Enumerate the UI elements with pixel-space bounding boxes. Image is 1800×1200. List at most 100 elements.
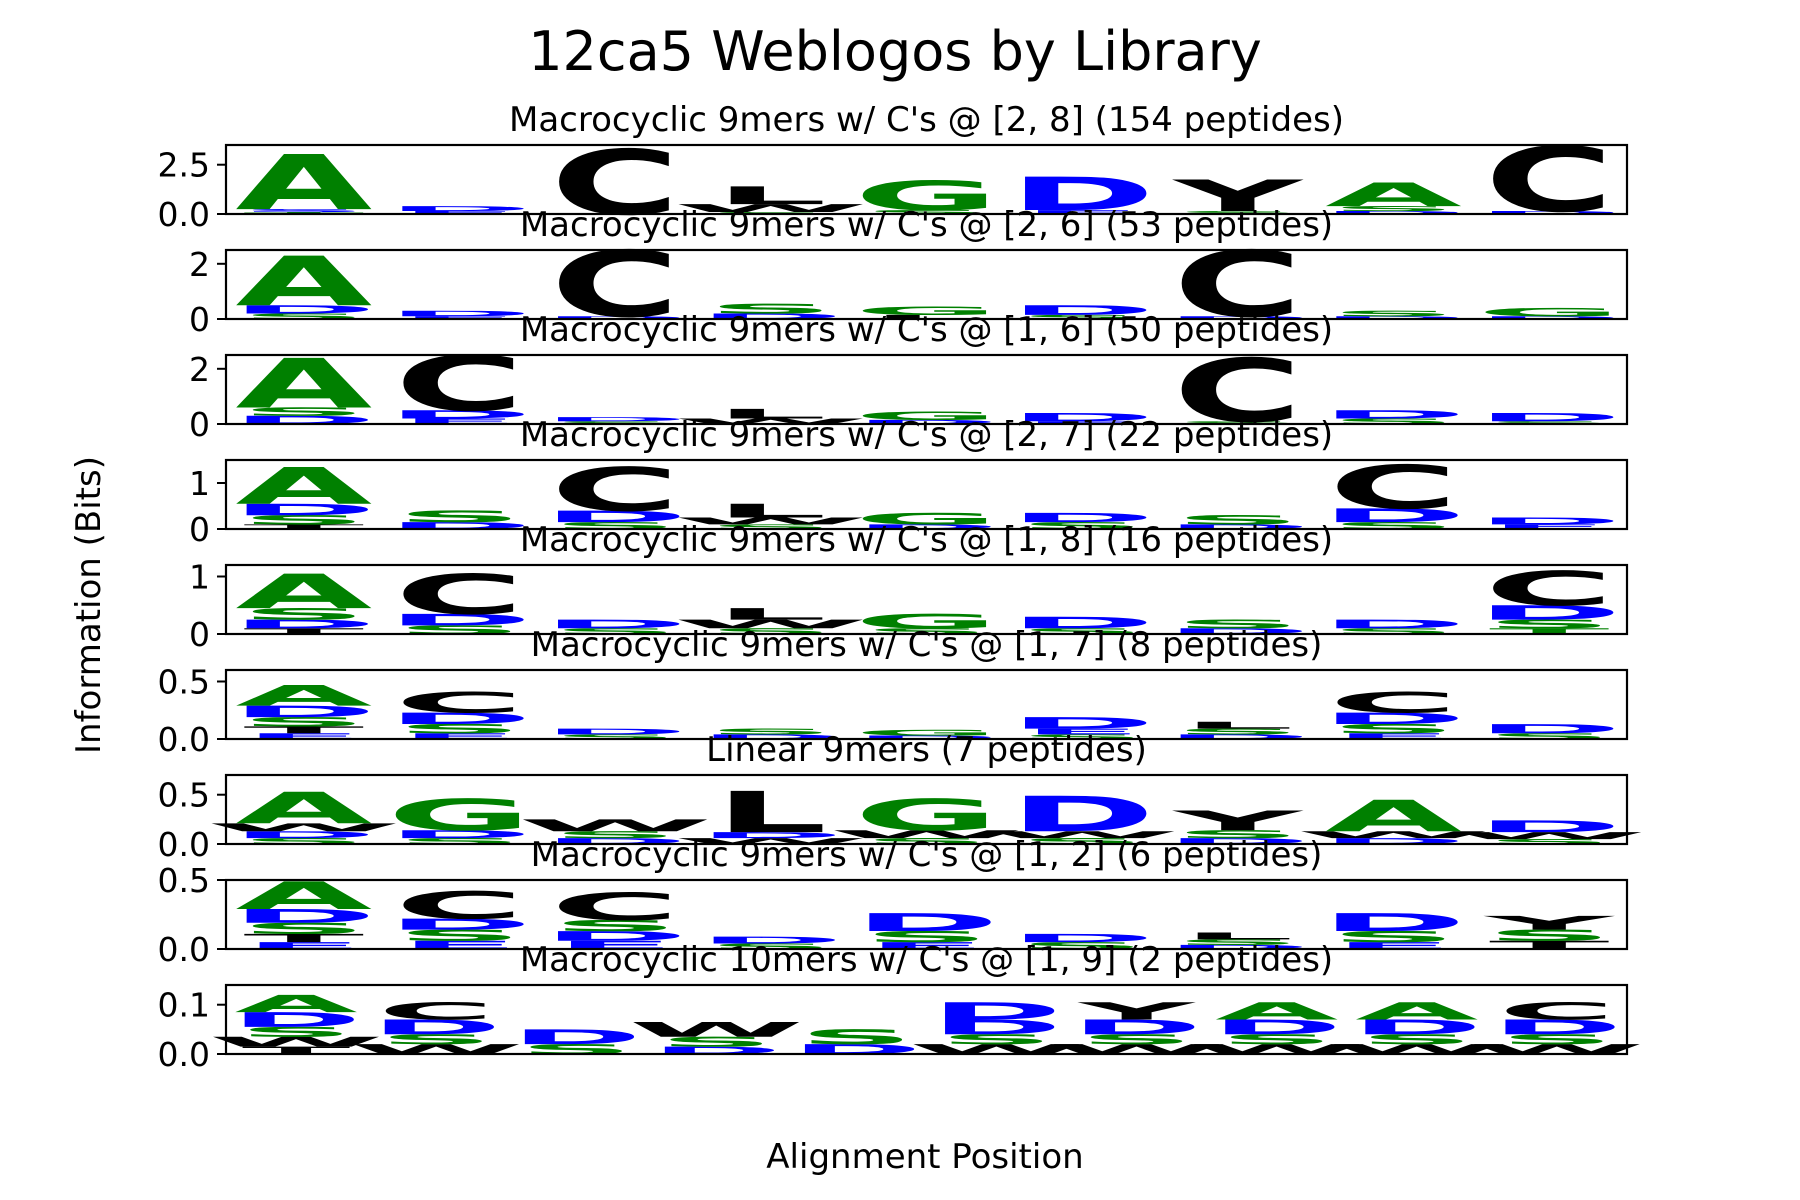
logo-letter-G: G (854, 790, 999, 840)
logo-letter-D: D (1476, 817, 1623, 836)
logo-letter-L: L (714, 605, 827, 623)
y-tick-label: 0 (189, 300, 210, 339)
logo-letter-D: D (1164, 944, 1311, 951)
logo-letter-D: D (1320, 505, 1467, 527)
logo-letter-D: D (386, 408, 533, 421)
logo-letter-D: D (853, 419, 1000, 426)
logo-letter-D: D (1009, 786, 1156, 843)
logo-letter-A: A (235, 242, 372, 321)
logo-letter-E: E (1333, 940, 1454, 951)
logo-letter-E: E (243, 732, 364, 741)
logo-letter-S: S (1485, 732, 1612, 741)
logo-letter-L: L (714, 182, 827, 210)
logo-letter-D: D (386, 916, 533, 934)
panel-title: Macrocyclic 9mers w/ C's @ [1, 6] (50 pe… (520, 310, 1333, 350)
panel-frame (224, 563, 1629, 636)
logo-letter-D: D (542, 727, 689, 736)
logo-letter-W: W (518, 816, 713, 835)
panel-title: Linear 9mers (7 peptides) (706, 730, 1147, 770)
logo-letter-G: G (854, 304, 999, 317)
logo-letter-E: E (243, 940, 364, 951)
logo-letter-W: W (673, 617, 868, 631)
logo-letter-G: G (1477, 306, 1622, 319)
figure-ylabel: Information (Bits) (69, 456, 109, 754)
y-tick-label: 0.0 (158, 195, 210, 234)
logo-letter-W: W (628, 1018, 804, 1042)
logo-letter-S: S (1018, 836, 1145, 845)
logo-letter-D: D (1009, 411, 1156, 424)
logo-letter-A: A (1325, 791, 1462, 841)
logo-letter-D: D (542, 416, 689, 423)
logo-letter-C: C (550, 455, 680, 525)
logo-letter-L: L (1181, 720, 1294, 731)
logo-letter-S: S (1330, 627, 1457, 636)
y-tick-label: 0.5 (158, 776, 210, 815)
logo-letter-D: D (1009, 932, 1156, 945)
logo-letter-S: S (552, 733, 679, 740)
logo-panel-9: TWSDAWSDCSDDSWDSWSDDWSDYWSDAWSDAWSDC0.00… (158, 983, 1645, 1074)
logo-letter-E: E (399, 417, 520, 426)
logo-letter-S: S (240, 208, 367, 213)
logo-letter-S: S (1174, 828, 1301, 841)
logo-letter-D: D (1351, 1016, 1483, 1040)
logo-letter-S: S (379, 1032, 494, 1048)
logo-letter-T: T (243, 627, 364, 636)
logo-letter-S: S (707, 523, 834, 530)
logo-letter-S: S (707, 301, 834, 316)
logo-letter-D: D (1071, 1016, 1203, 1040)
logo-letter-S: S (1174, 617, 1301, 631)
logo-letter-D: D (370, 1016, 502, 1040)
panel-frame (224, 353, 1629, 426)
logo-letter-S: S (1019, 733, 1146, 740)
logo-letter-A: A (235, 457, 372, 516)
logo-letter-Y: Y (1482, 912, 1616, 934)
logo-letter-D: D (1009, 510, 1156, 525)
logo-letter-A: A (235, 344, 372, 423)
logo-letter-G: G (387, 790, 532, 840)
panel-frame (224, 248, 1629, 321)
logo-letter-S: S (1486, 838, 1613, 846)
logo-letter-S: S (1330, 722, 1457, 737)
logo-letter-S: S (551, 520, 678, 531)
logo-letter-D: D (1164, 733, 1311, 740)
logo-letter-E: E (1022, 209, 1143, 215)
logo-letter-T: T (242, 1045, 351, 1057)
logo-letter-L: L (714, 500, 827, 522)
logo-letter-S: S (396, 836, 523, 845)
panel-title: Macrocyclic 9mers w/ C's @ [2, 6] (53 pe… (520, 205, 1333, 245)
logo-letter-W: W (673, 417, 868, 426)
logo-letter-D: D (542, 507, 689, 525)
panel-title: Macrocyclic 9mers w/ C's @ [1, 8] (16 pe… (520, 520, 1333, 560)
logo-letter-S: S (1485, 420, 1612, 424)
logo-letter-G: G (854, 728, 999, 737)
y-tick-label: 0.0 (158, 825, 210, 864)
logo-letter-S: S (240, 513, 367, 528)
panel-title: Macrocyclic 9mers w/ C's @ [1, 2] (6 pep… (531, 835, 1323, 875)
logo-letter-C: C (395, 884, 525, 928)
logo-letter-S: S (240, 312, 367, 321)
panel-title: Macrocyclic 10mers w/ C's @ [1, 9] (2 pe… (520, 940, 1333, 980)
logo-letter-C: C (1329, 686, 1459, 719)
panel-title: Macrocyclic 9mers w/ C's @ [2, 8] (154 p… (509, 100, 1344, 140)
logo-letter-S: S (863, 836, 990, 845)
y-tick-label: 1 (189, 464, 210, 503)
logo-letter-D: D (930, 1016, 1062, 1040)
logo-letter-D: D (697, 312, 844, 321)
logo-letter-S: S (707, 942, 834, 951)
logo-letter-C: C (395, 563, 525, 627)
logo-letter-G: G (854, 610, 999, 633)
logo-letter-D: D (853, 908, 1000, 937)
logo-letter-S: S (659, 1034, 774, 1050)
logo-letter-D: D (386, 828, 533, 841)
logo-letter-D: D (230, 617, 377, 631)
y-tick-label: 0.0 (158, 1035, 210, 1074)
logo-letter-D: D (542, 836, 689, 845)
logo-letter-S: S (1018, 940, 1145, 951)
logo-letter-D: D (1320, 617, 1467, 631)
y-tick-label: 0 (189, 510, 210, 549)
logo-letter-S: S (1500, 1032, 1615, 1048)
logo-letter-D: D (1211, 1016, 1343, 1040)
